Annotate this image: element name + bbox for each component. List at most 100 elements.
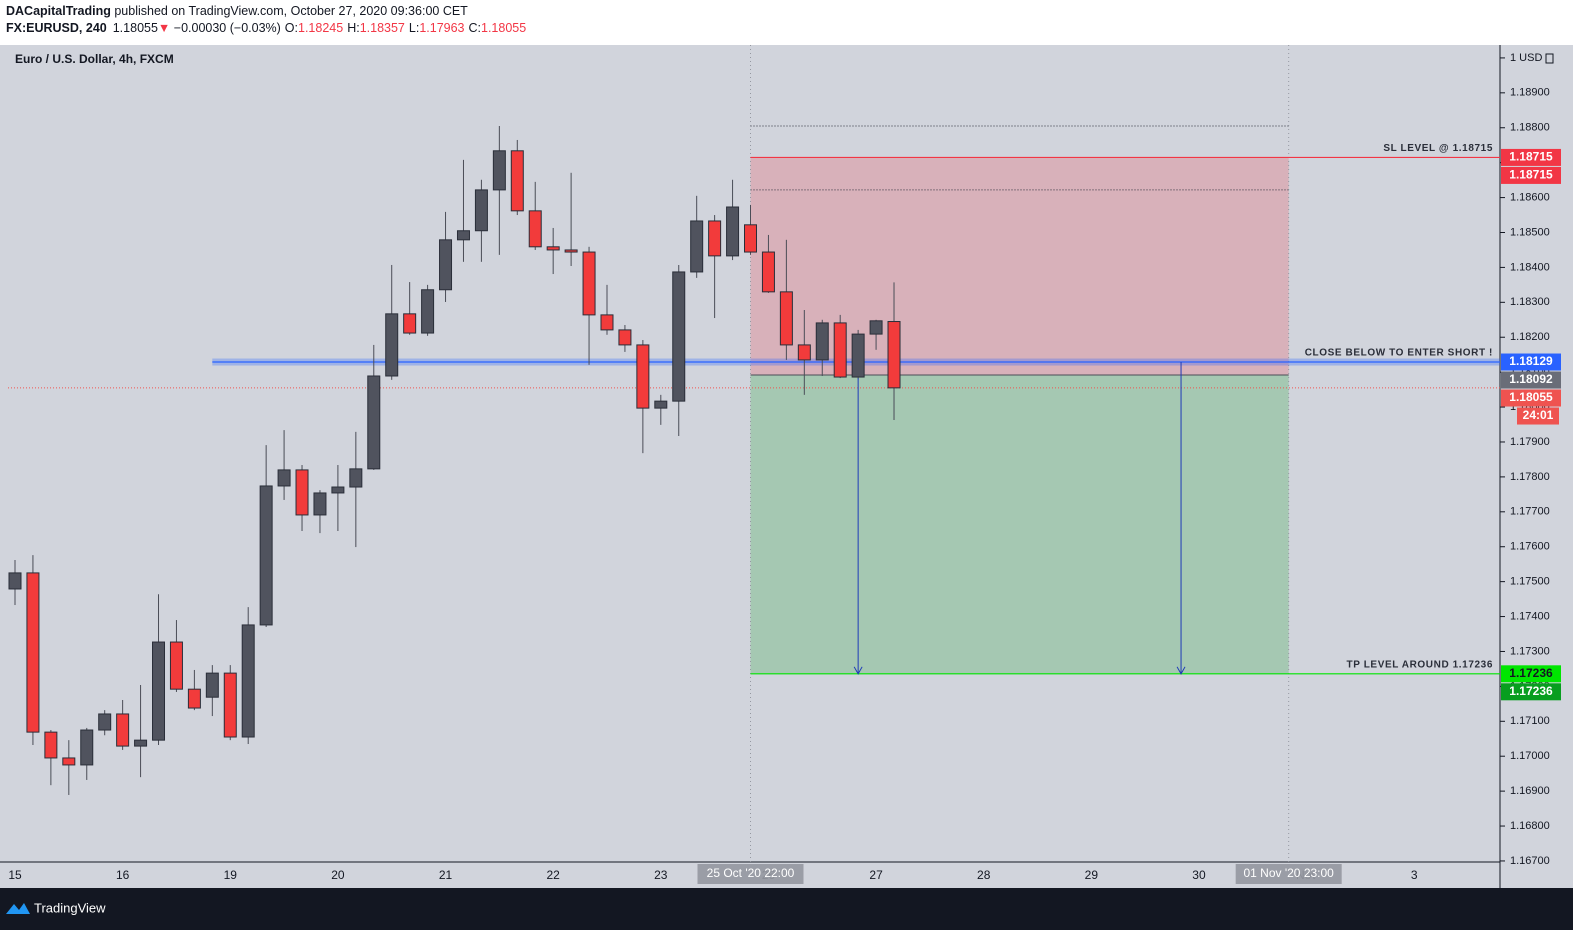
y-tick-label: 1.16700 <box>1510 855 1550 867</box>
candle-body <box>241 624 255 738</box>
x-tick-label: 20 <box>331 868 345 882</box>
candle-body <box>761 251 775 293</box>
published: published on TradingView.com, October 27… <box>111 4 468 18</box>
x-tick-label: 15 <box>8 868 22 882</box>
candle-body <box>403 313 417 334</box>
candle-body <box>618 329 632 346</box>
candle-body <box>492 150 506 191</box>
candle-body <box>331 486 345 494</box>
price-tag <box>1501 665 1561 683</box>
header-bg <box>0 0 1573 45</box>
candle-body <box>349 468 363 488</box>
arrow-head <box>1176 666 1186 675</box>
candle-body <box>815 322 829 361</box>
y-tick-label: 1.18200 <box>1510 331 1550 343</box>
price: 1.18055 <box>113 21 158 35</box>
change: −0.00030 (−0.03%) <box>170 21 281 35</box>
x-tick-label: 22 <box>546 868 560 882</box>
ohlc-value: 1.17963 <box>419 21 464 35</box>
candle-body <box>636 344 650 409</box>
price-tag <box>1501 148 1561 166</box>
price-tag-label: 1.18715 <box>1509 150 1553 164</box>
y-tick-label: 1.17700 <box>1510 506 1550 518</box>
level-label: SL LEVEL @ 1.18715 <box>1383 143 1493 154</box>
currency-icon <box>1545 53 1554 64</box>
y-tick-label: 1 USD <box>1510 52 1542 64</box>
y-tick-label: 1.18800 <box>1510 122 1550 134</box>
ohlc-value: 1.18055 <box>481 21 526 35</box>
x-tick-label: 21 <box>439 868 453 882</box>
target-zone <box>750 374 1289 674</box>
candle-body <box>367 375 381 470</box>
price-tag-label: 1.17236 <box>1509 684 1553 698</box>
y-tick-label: 1.16800 <box>1510 820 1550 832</box>
candle-body <box>313 492 327 516</box>
x-tick-label: 23 <box>654 868 668 882</box>
candle-body <box>600 314 614 331</box>
candle-body <box>564 249 578 253</box>
candle-body <box>205 672 219 698</box>
x-marker-box <box>697 864 804 884</box>
candle-body <box>44 731 58 759</box>
candle-body <box>474 189 488 232</box>
x-tick-label: 30 <box>1192 868 1206 882</box>
header-line-2: FX:EURUSD, 240 1.18055▼ −0.00030 (−0.03%)… <box>6 21 526 35</box>
candle-body <box>80 729 94 766</box>
candle-body <box>779 291 793 346</box>
candle-body <box>582 251 596 316</box>
candle-body <box>887 321 901 389</box>
price-tag <box>1501 371 1561 389</box>
candle-body <box>187 688 201 709</box>
chart-bg <box>0 45 1573 888</box>
candle-body <box>385 313 399 377</box>
ohlc-key: H: <box>347 21 360 35</box>
y-tick-label: 1.17000 <box>1510 750 1550 762</box>
candle-body <box>744 224 758 253</box>
y-tick-label: 1.18500 <box>1510 226 1550 238</box>
candle-body <box>295 469 309 516</box>
brand-logo <box>6 903 30 914</box>
candle-body <box>439 239 453 291</box>
price-tag-label: 1.18715 <box>1509 168 1553 182</box>
price-tag <box>1501 389 1561 407</box>
y-tick-label: 1.17900 <box>1510 436 1550 448</box>
author: DACapitalTrading <box>6 4 111 18</box>
candle-body <box>546 246 560 251</box>
candle-body <box>421 289 435 334</box>
candle-body <box>8 572 22 590</box>
y-tick-label: 1.17800 <box>1510 471 1550 483</box>
y-tick-label: 1.18900 <box>1510 87 1550 99</box>
price-tag-label: 1.18129 <box>1509 354 1553 368</box>
candle-body <box>869 320 883 335</box>
price-tag <box>1501 166 1561 184</box>
x-tick-label: 29 <box>1085 868 1099 882</box>
candle-body <box>62 757 76 766</box>
logo-icon <box>6 903 30 914</box>
stop-zone <box>750 157 1289 375</box>
brand: TradingView <box>34 900 106 915</box>
y-tick-label: 1.17300 <box>1510 645 1550 657</box>
footer-bg <box>0 888 1573 930</box>
candle-body <box>528 210 542 248</box>
y-tick-label: 1.16900 <box>1510 785 1550 797</box>
candle-body <box>833 322 847 378</box>
candle-body <box>851 333 865 378</box>
y-tick-label: 1.17600 <box>1510 541 1550 553</box>
price-tag-label: 24:01 <box>1523 408 1554 422</box>
ohlc-key: L: <box>409 21 419 35</box>
candle-body <box>134 739 148 747</box>
x-tick-label: 3 <box>1411 868 1418 882</box>
y-tick-label: 1.17500 <box>1510 576 1550 588</box>
y-tick-label: 1.17100 <box>1510 715 1550 727</box>
candle-body <box>26 572 40 733</box>
price-tag <box>1501 683 1561 701</box>
candle-body <box>726 206 740 257</box>
ohlc-key: C: <box>469 21 482 35</box>
candle-body <box>456 230 470 241</box>
level-label: CLOSE BELOW TO ENTER SHORT ! <box>1305 348 1493 359</box>
candle-body <box>98 713 112 731</box>
candle-body <box>116 713 130 747</box>
arrow-head <box>853 666 863 675</box>
